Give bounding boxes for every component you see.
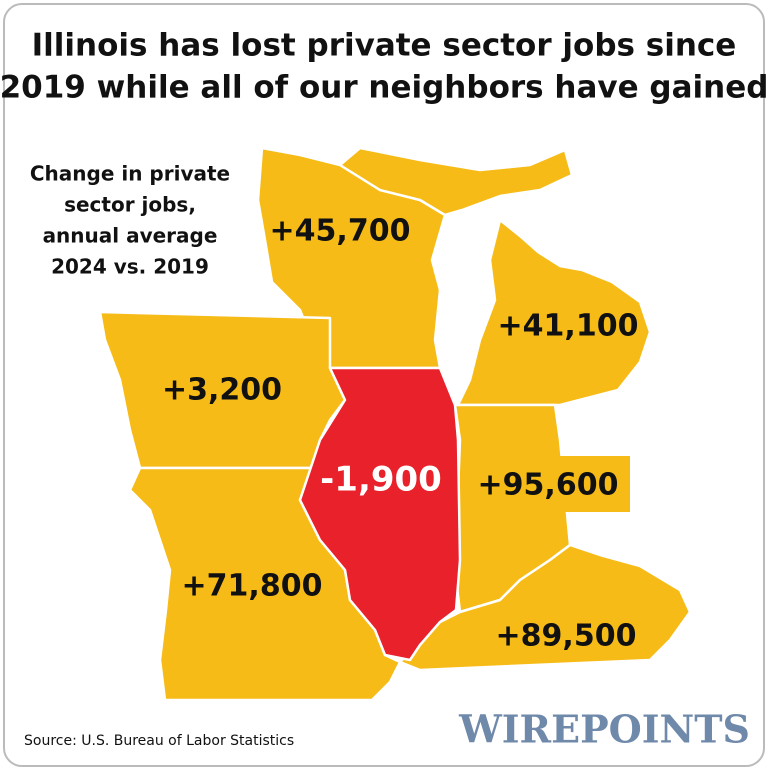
title: Illinois has lost private sector jobs si…	[32, 28, 737, 64]
brand: WIREPOINTS	[458, 707, 750, 752]
map	[98, 146, 692, 702]
source: Source: U.S. Bureau of Labor Statistics	[24, 733, 294, 749]
subtitle: annual average	[43, 224, 218, 248]
region-label: -1,900	[320, 460, 442, 500]
region-label: +89,500	[496, 619, 637, 654]
region-label: +45,700	[270, 214, 411, 249]
label-box	[472, 456, 630, 512]
kentucky	[398, 543, 692, 672]
region-label: +3,200	[162, 373, 282, 408]
michigan-upper	[338, 146, 574, 217]
michigan-lower	[456, 218, 652, 407]
region-label: +41,100	[498, 309, 639, 344]
region-label: +71,800	[182, 569, 323, 604]
title: 2019 while all of our neighbors have gai…	[0, 70, 768, 106]
subtitle: sector jobs,	[64, 193, 196, 217]
subtitle: Change in private	[30, 162, 230, 186]
subtitle: 2024 vs. 2019	[51, 255, 209, 279]
region-label: +95,600	[478, 468, 619, 503]
illinois	[298, 366, 462, 662]
